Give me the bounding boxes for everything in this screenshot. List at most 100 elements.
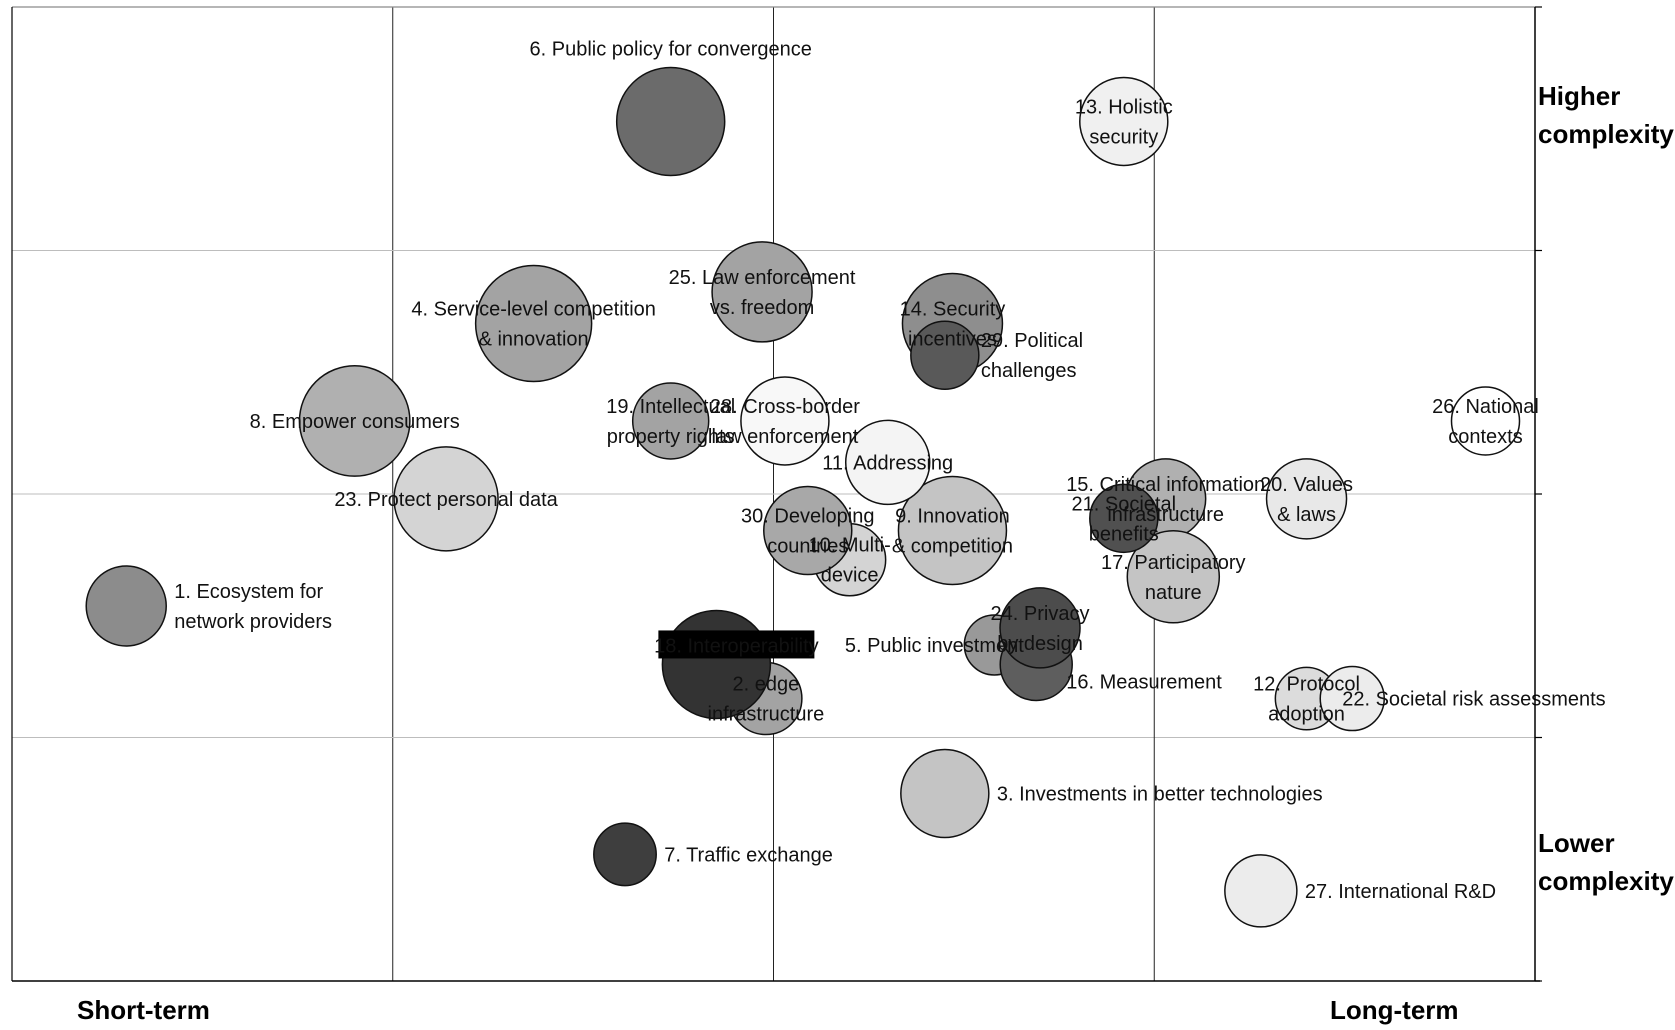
bubble-4 xyxy=(474,264,593,383)
bubble-label-line: 15. Critical information xyxy=(1066,474,1265,496)
bubble-label-21: 21. Societal benefits xyxy=(1072,493,1177,545)
bubble-label-line: 27. International R&D xyxy=(1305,881,1496,903)
bubble-label-line: & innovation xyxy=(479,329,589,351)
bubble-3 xyxy=(900,748,990,839)
bubble-20 xyxy=(1265,458,1348,540)
bubble-label-20: 20. Values & laws xyxy=(1260,474,1353,526)
y-low-label: Lower complexity xyxy=(1538,828,1674,896)
bubbles xyxy=(85,66,1521,928)
bubble-label-19: 19. Intellectual property rights xyxy=(606,396,735,448)
bubble-labels: 1. Ecosystem for network providers 2. edge… xyxy=(174,38,1605,902)
bubble-label-line: & competition xyxy=(892,536,1013,558)
bubble-label-9: 9. Innovation & competition xyxy=(892,506,1013,558)
bubble-label-4: 4. Service-level competition & innovation xyxy=(411,299,656,351)
bubble-label-3: 3. Investments in better technologies xyxy=(997,784,1323,806)
bubble-label-17: 17. Participatory nature xyxy=(1101,552,1246,604)
bubble-label-line: 2. edge xyxy=(733,674,800,696)
bubble-26 xyxy=(1450,386,1521,456)
bubble-label-line: 29. Political xyxy=(981,330,1083,352)
bubble-label-line: 18. Interoperability xyxy=(654,635,819,657)
bubble-label-14: 14. Security incentives xyxy=(900,299,1006,351)
bubble-23 xyxy=(393,446,499,552)
bubble-label-25: 25. Law enforcement vs. freedom xyxy=(669,267,856,319)
bubble-label-12: 12. Protocol adoption xyxy=(1253,674,1360,726)
bubble-label-line: 20. Values xyxy=(1260,474,1353,496)
bubble-7 xyxy=(593,822,657,887)
bubble-label-line: benefits xyxy=(1089,523,1159,545)
bubble-25 xyxy=(711,241,813,343)
bubble-27 xyxy=(1224,854,1298,928)
bubble-label-22: 22. Societal risk assessments xyxy=(1342,689,1605,711)
bubble-label-line: 13. Holistic xyxy=(1075,96,1173,118)
x-low-label: Short-term xyxy=(77,995,210,1025)
bubble-6 xyxy=(615,66,726,177)
bubble-30 xyxy=(763,485,853,576)
bubble-label-24: 24. Privacy by design xyxy=(991,603,1090,655)
bubble-label-1: 1. Ecosystem for network providers xyxy=(174,581,332,633)
bubble-label-16: 16. Measurement xyxy=(1066,671,1222,693)
bubble-label-28: 28. Cross-border law enforcement xyxy=(710,396,860,448)
bubble-label-line: 9. Innovation xyxy=(895,506,1010,528)
bubble-label-line: 6. Public policy for convergence xyxy=(530,38,812,60)
bubble-label-line: 10. Multi- xyxy=(809,535,891,557)
bubble-label-line: 17. Participatory xyxy=(1101,552,1246,574)
bubble-label-line: 24. Privacy xyxy=(991,603,1090,625)
bubble-label-29: 29. Political challenges xyxy=(981,330,1083,382)
bubble-label-line: 5. Public investment xyxy=(845,635,1024,657)
bubble-label-line: infrastructure xyxy=(1107,504,1224,526)
y-high-label: Higher complexity xyxy=(1538,81,1674,149)
bubble-label-8: 8. Empower consumers xyxy=(250,411,460,433)
bubble-label-line: adoption xyxy=(1268,704,1345,726)
plot-frame xyxy=(11,6,1542,982)
bubble-13 xyxy=(1079,76,1169,167)
bubble-17 xyxy=(1126,530,1221,624)
bubble-label-line: contexts xyxy=(1448,426,1522,448)
bubble-label-line: 21. Societal xyxy=(1072,493,1177,515)
bubble-label-line: infrastructure xyxy=(708,704,825,726)
bubble-label-6: 6. Public policy for convergence xyxy=(530,38,812,60)
bubble-21 xyxy=(1089,483,1159,554)
bubble-24 xyxy=(999,587,1081,669)
bubble-label-line: 7. Traffic exchange xyxy=(664,844,833,866)
bubble-label-line: 28. Cross-border xyxy=(710,396,860,418)
bubble-label-line: 1. Ecosystem for xyxy=(174,581,323,603)
bubble-label-line: law enforcement xyxy=(712,426,859,448)
bubble-label-line: & laws xyxy=(1277,504,1336,526)
bubble-label-line: 30. Developing xyxy=(741,506,874,528)
bubble-label-7: 7. Traffic exchange xyxy=(664,844,833,866)
bubble-label-2: 2. edge infrastructure xyxy=(708,674,825,726)
bubble-label-line: 4. Service-level competition xyxy=(411,299,656,321)
bubble-label-line: property rights xyxy=(607,426,735,448)
bubble-label-line: 25. Law enforcement xyxy=(669,267,856,289)
bubble-label-line: 8. Empower consumers xyxy=(250,411,460,433)
bubble-label-15: 15. Critical information infrastructure xyxy=(1066,474,1265,526)
bubble-1 xyxy=(85,565,167,647)
bubble-11 xyxy=(844,419,931,506)
bubble-label-line: vs. freedom xyxy=(710,297,814,319)
bubble-label-line: device xyxy=(821,565,879,587)
bubble-label-27: 27. International R&D xyxy=(1305,881,1496,903)
bubble-22 xyxy=(1319,665,1385,732)
bubble-9 xyxy=(897,475,1008,586)
bubble-label-line: 14. Security xyxy=(900,299,1006,321)
bubble-label-line: 19. Intellectual xyxy=(606,396,735,418)
bubble-label-line: countries xyxy=(767,536,848,558)
bubble-label-line: incentives xyxy=(908,329,997,351)
bubble-label-line: 12. Protocol xyxy=(1253,674,1360,696)
bubble-label-line: 16. Measurement xyxy=(1066,671,1222,693)
bubble-label-18: 18. Interoperability xyxy=(654,635,819,657)
bubble-label-30: 30. Developing countries xyxy=(741,506,874,558)
bubble-label-line: 23. Protect personal data xyxy=(334,489,558,511)
bubble-label-11: 11. Addressing xyxy=(822,452,953,474)
bubble-28 xyxy=(740,376,830,466)
bubble-label-line: 11. Addressing xyxy=(822,452,953,474)
bubble-label-line: nature xyxy=(1145,582,1202,604)
bubble-label-line: 26. National xyxy=(1432,396,1539,418)
bubble-label-line: security xyxy=(1089,126,1158,148)
bubble-label-5: 5. Public investment xyxy=(845,635,1024,657)
x-high-label: Long-term xyxy=(1330,995,1459,1025)
bubble-label-line: 3. Investments in better technologies xyxy=(997,784,1323,806)
bubble-18 xyxy=(661,609,772,720)
bubble-label-line: 22. Societal risk assessments xyxy=(1342,689,1605,711)
